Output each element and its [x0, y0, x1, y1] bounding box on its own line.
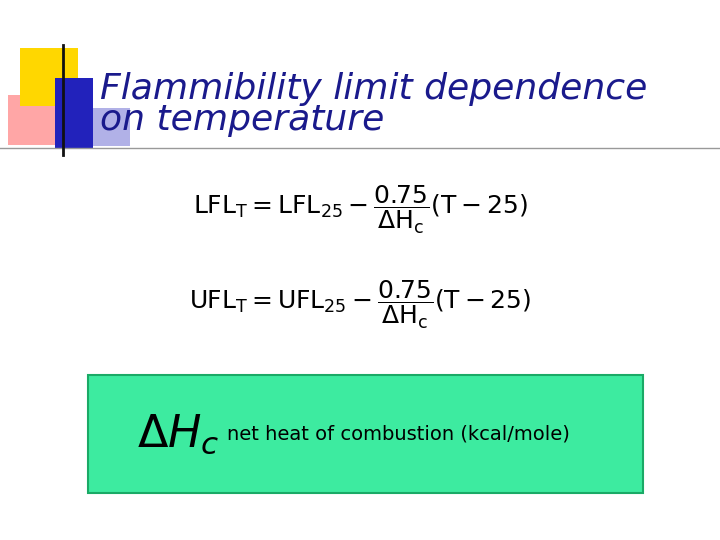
Bar [65, 108, 130, 146]
Text: $\mathrm{LFL_T = LFL_{25} - \dfrac{0.75}{\Delta H_c}(T - 25)}$: $\mathrm{LFL_T = LFL_{25} - \dfrac{0.75}… [193, 184, 527, 236]
Text: $\mathrm{UFL_T = UFL_{25} - \dfrac{0.75}{\Delta H_c}(T - 25)}$: $\mathrm{UFL_T = UFL_{25} - \dfrac{0.75}… [189, 279, 531, 331]
Bar [8, 95, 68, 145]
Text: net heat of combustion (kcal/mole): net heat of combustion (kcal/mole) [227, 424, 570, 443]
Bar [88, 375, 643, 493]
Text: $\Delta H_c$: $\Delta H_c$ [137, 412, 220, 456]
Text: Flammibility limit dependence: Flammibility limit dependence [100, 72, 647, 106]
Text: on temperature: on temperature [100, 103, 384, 137]
Bar [55, 78, 93, 148]
Bar [20, 48, 78, 106]
